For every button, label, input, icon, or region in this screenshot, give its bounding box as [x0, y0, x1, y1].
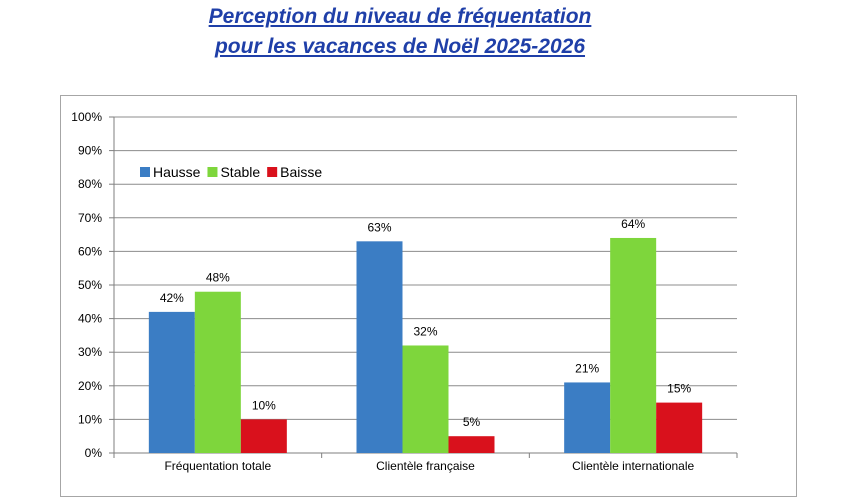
data-label: 63% — [367, 220, 391, 234]
bar-hausse — [564, 382, 611, 453]
y-tick-label: 30% — [78, 345, 102, 359]
y-tick-label: 80% — [78, 177, 102, 191]
chart-title: Perception du niveau de fréquentation po… — [0, 2, 800, 62]
data-label: 48% — [206, 271, 230, 285]
x-tick-label: Fréquentation totale — [164, 459, 271, 473]
bar-stable — [194, 291, 241, 453]
data-label: 5% — [463, 415, 481, 429]
y-tick-label: 40% — [78, 312, 102, 326]
y-tick-label: 60% — [78, 244, 102, 258]
y-tick-label: 20% — [78, 379, 102, 393]
legend-swatch — [267, 167, 278, 177]
y-tick-label: 70% — [78, 211, 102, 225]
bar-stable — [610, 237, 657, 453]
legend-swatch — [140, 167, 150, 177]
legend-entry: Stable — [220, 164, 260, 180]
y-tick-label: 100% — [71, 110, 102, 124]
bar-baisse — [240, 419, 287, 453]
chart-title-line-1: Perception du niveau de fréquentation — [208, 5, 592, 28]
bar-hausse — [148, 311, 195, 453]
y-tick-label: 10% — [78, 412, 102, 426]
data-label: 32% — [413, 324, 437, 338]
legend-entry: Baisse — [280, 164, 322, 180]
x-tick-label: Clientèle française — [376, 459, 475, 473]
bar-baisse — [656, 402, 703, 453]
data-label: 10% — [252, 398, 276, 412]
x-tick-label: Clientèle internationale — [572, 459, 694, 473]
chart-title-line-2: pour les vacances de Noël 2025-2026 — [214, 35, 586, 58]
data-label: 15% — [667, 382, 691, 396]
legend-swatch — [207, 167, 218, 177]
data-label: 21% — [575, 361, 599, 375]
y-tick-label: 50% — [78, 278, 102, 292]
y-tick-label: 0% — [85, 446, 103, 460]
data-label: 64% — [621, 217, 645, 231]
bar-stable — [402, 345, 449, 453]
bar-baisse — [448, 436, 495, 453]
y-tick-label: 90% — [78, 144, 102, 158]
bar-hausse — [356, 241, 403, 453]
legend-entry: Hausse — [153, 164, 201, 180]
data-label: 42% — [160, 291, 184, 305]
